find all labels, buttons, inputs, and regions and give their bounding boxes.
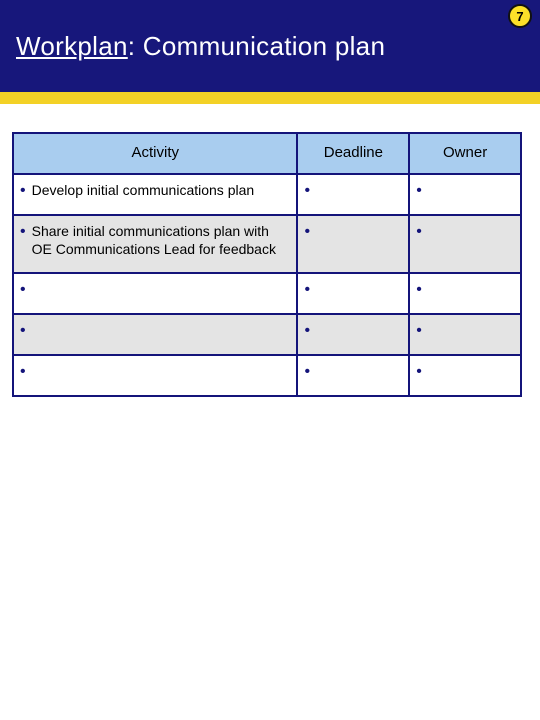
cell-owner: • xyxy=(409,215,521,273)
cell-deadline: • xyxy=(297,174,409,215)
bullet-icon: • xyxy=(416,280,422,299)
slide-title-underlined: Workplan xyxy=(16,31,128,61)
col-header-deadline: Deadline xyxy=(297,133,409,174)
slide-header: Workplan: Communication plan xyxy=(0,0,540,104)
cell-deadline: • xyxy=(297,355,409,396)
bullet-icon: • xyxy=(304,222,310,241)
cell-activity: • xyxy=(13,314,297,355)
page-number: 7 xyxy=(516,9,523,24)
cell-owner: • xyxy=(409,314,521,355)
bullet-icon: • xyxy=(304,362,310,381)
table-row: • Develop initial communications plan • • xyxy=(13,174,521,215)
bullet-icon: • xyxy=(20,222,26,241)
table-row: • Share initial communications plan with … xyxy=(13,215,521,273)
workplan-table: Activity Deadline Owner • Develop initial… xyxy=(12,132,522,397)
bullet-icon: • xyxy=(304,280,310,299)
bullet-icon: • xyxy=(416,181,422,200)
table-row: • • • xyxy=(13,355,521,396)
bullet-icon: • xyxy=(416,362,422,381)
cell-activity: • xyxy=(13,355,297,396)
page-number-badge: 7 xyxy=(508,4,532,28)
cell-deadline: • xyxy=(297,273,409,314)
bullet-icon: • xyxy=(416,222,422,241)
cell-deadline: • xyxy=(297,215,409,273)
col-header-owner: Owner xyxy=(409,133,521,174)
cell-activity: • xyxy=(13,273,297,314)
bullet-icon: • xyxy=(20,280,26,299)
table-row: • • • xyxy=(13,314,521,355)
cell-owner: • xyxy=(409,273,521,314)
workplan-table-container: Activity Deadline Owner • Develop initial… xyxy=(0,132,540,397)
bullet-icon: • xyxy=(20,362,26,381)
cell-owner: • xyxy=(409,355,521,396)
cell-text-activity: Develop initial communications plan xyxy=(32,181,255,199)
slide-title-rest: : Communication plan xyxy=(128,31,385,61)
cell-activity: • Share initial communications plan with … xyxy=(13,215,297,273)
bullet-icon: • xyxy=(304,321,310,340)
bullet-icon: • xyxy=(416,321,422,340)
table-header-row: Activity Deadline Owner xyxy=(13,133,521,174)
cell-owner: • xyxy=(409,174,521,215)
slide-title: Workplan: Communication plan xyxy=(16,31,385,62)
cell-deadline: • xyxy=(297,314,409,355)
bullet-icon: • xyxy=(304,181,310,200)
bullet-icon: • xyxy=(20,321,26,340)
table-row: • • • xyxy=(13,273,521,314)
col-header-activity: Activity xyxy=(13,133,297,174)
cell-text-activity: Share initial communications plan with O… xyxy=(32,222,291,258)
cell-activity: • Develop initial communications plan xyxy=(13,174,297,215)
bullet-icon: • xyxy=(20,181,26,200)
